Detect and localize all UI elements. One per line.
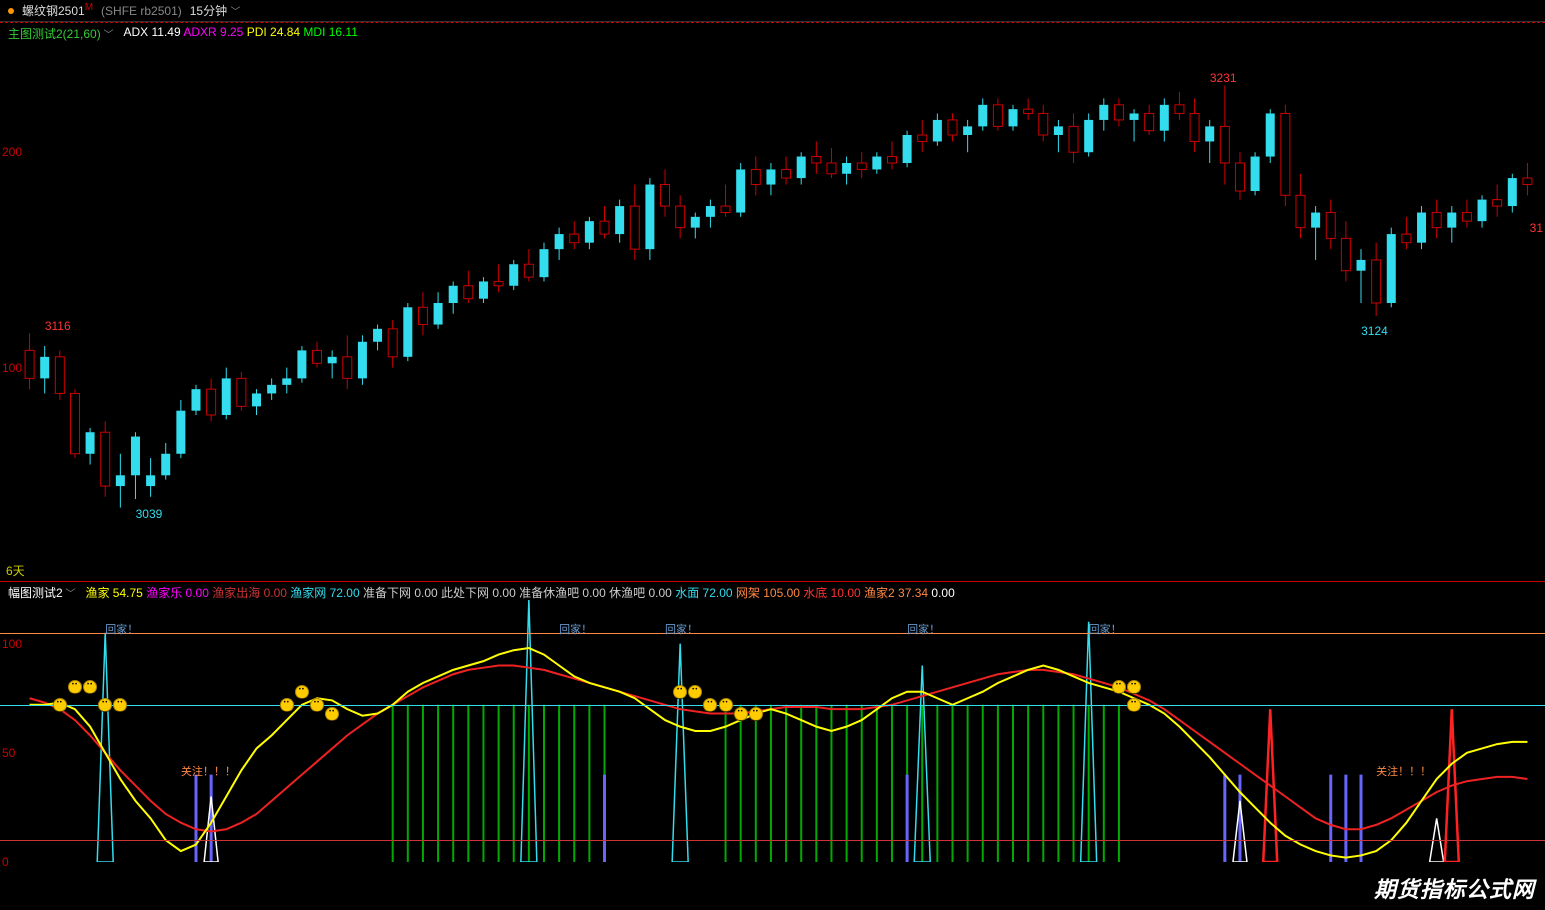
signal-label: 回家！ bbox=[665, 621, 698, 637]
main-indicators: ADX 11.49 ADXR 9.25 PDI 24.84 MDI 16.11 bbox=[123, 25, 357, 42]
smiley-icon bbox=[749, 707, 763, 721]
sub-oscillator-chart[interactable]: 幅图测试2 ﹀ 渔家 54.75 渔家乐 0.00 渔家出海 0.00 渔家网 … bbox=[0, 582, 1545, 862]
horizontal-level bbox=[0, 633, 1545, 634]
indicator-value: 渔家2 37.34 bbox=[864, 586, 928, 600]
right-price-label: 31 bbox=[1530, 221, 1543, 235]
indicator-value: 准备下网 0.00 bbox=[363, 586, 438, 600]
y-axis-label: 100 bbox=[2, 361, 22, 375]
smiley-icon bbox=[53, 698, 67, 712]
smiley-icon bbox=[98, 698, 112, 712]
main-indicator-row: 主图测试2(21,60) ﹀ ADX 11.49 ADXR 9.25 PDI 2… bbox=[8, 25, 358, 42]
indicator-value: 渔家乐 0.00 bbox=[146, 586, 209, 600]
indicator-value: 水面 72.00 bbox=[675, 586, 732, 600]
indicator-value: 准备休渔吧 0.00 bbox=[519, 586, 606, 600]
main-candle-chart[interactable]: 主图测试2(21,60) ﹀ ADX 11.49 ADXR 9.25 PDI 2… bbox=[0, 22, 1545, 582]
main-title[interactable]: 主图测试2(21,60) ﹀ bbox=[8, 25, 113, 42]
smiley-icon bbox=[325, 707, 339, 721]
signal-label: 回家！ bbox=[105, 621, 138, 637]
smiley-icon bbox=[734, 707, 748, 721]
indicator-value: 休渔吧 0.00 bbox=[609, 586, 672, 600]
sub-indicator-row: 幅图测试2 ﹀ 渔家 54.75 渔家乐 0.00 渔家出海 0.00 渔家网 … bbox=[8, 584, 955, 601]
y-axis-label: 0 bbox=[2, 855, 9, 869]
timeframe-label: 15分钟 bbox=[190, 4, 227, 18]
ticker-sup: M bbox=[85, 2, 93, 13]
indicator-value: 0.00 bbox=[931, 586, 954, 600]
price-annotation: 3231 bbox=[1210, 71, 1237, 85]
price-annotation: 3039 bbox=[136, 507, 163, 521]
chart-header: 螺纹钢2501M (SHFE rb2501) 15分钟 ﹀ bbox=[0, 0, 1545, 22]
indicator-value: 水底 10.00 bbox=[803, 586, 860, 600]
price-annotation: 3124 bbox=[1361, 324, 1388, 338]
smiley-icon bbox=[719, 698, 733, 712]
indicator-value: 渔家网 72.00 bbox=[290, 586, 359, 600]
ticker-text: 螺纹钢2501 bbox=[22, 4, 85, 18]
indicator-value: ADX 11.49 bbox=[123, 25, 180, 39]
y-axis-label: 50 bbox=[2, 746, 15, 760]
status-dot bbox=[8, 8, 14, 14]
oscillator-canvas bbox=[0, 582, 1545, 862]
signal-label: 回家！ bbox=[907, 621, 940, 637]
indicator-value: ADXR 9.25 bbox=[183, 25, 243, 39]
signal-label: 回家！ bbox=[559, 621, 592, 637]
chevron-down-icon: ﹀ bbox=[101, 30, 114, 41]
signal-label: 关注！！！ bbox=[181, 763, 236, 779]
candle-canvas bbox=[0, 23, 1545, 583]
watermark-text: 期货指标公式网 bbox=[1374, 872, 1535, 904]
indicator-value: 渔家出海 0.00 bbox=[212, 586, 287, 600]
bottom-left-label: 6天 bbox=[6, 562, 25, 579]
smiley-icon bbox=[280, 698, 294, 712]
smiley-icon bbox=[310, 698, 324, 712]
sub-indicators: 渔家 54.75 渔家乐 0.00 渔家出海 0.00 渔家网 72.00 准备… bbox=[85, 584, 954, 601]
indicator-value: 网架 105.00 bbox=[736, 586, 800, 600]
y-axis-label: 100 bbox=[2, 637, 22, 651]
indicator-value: 此处下网 0.00 bbox=[441, 586, 516, 600]
exchange-code: (SHFE rb2501) bbox=[101, 4, 182, 18]
sub-title[interactable]: 幅图测试2 ﹀ bbox=[8, 584, 75, 601]
price-annotation: 3116 bbox=[45, 319, 71, 333]
smiley-icon bbox=[688, 685, 702, 699]
indicator-value: 渔家 54.75 bbox=[85, 586, 142, 600]
ticker-name[interactable]: 螺纹钢2501M bbox=[22, 2, 93, 19]
horizontal-level bbox=[0, 705, 1545, 706]
timeframe-selector[interactable]: 15分钟 ﹀ bbox=[190, 2, 241, 19]
chevron-down-icon: ﹀ bbox=[230, 7, 240, 18]
signal-label: 回家！ bbox=[1089, 621, 1122, 637]
indicator-value: MDI 16.11 bbox=[303, 25, 357, 39]
indicator-value: PDI 24.84 bbox=[247, 25, 300, 39]
y-axis-label: 200 bbox=[2, 145, 22, 159]
smiley-icon bbox=[673, 685, 687, 699]
horizontal-level bbox=[0, 840, 1545, 841]
smiley-icon bbox=[1127, 698, 1141, 712]
smiley-icon bbox=[295, 685, 309, 699]
chevron-down-icon: ﹀ bbox=[63, 589, 76, 600]
signal-label: 关注！！！ bbox=[1376, 763, 1431, 779]
